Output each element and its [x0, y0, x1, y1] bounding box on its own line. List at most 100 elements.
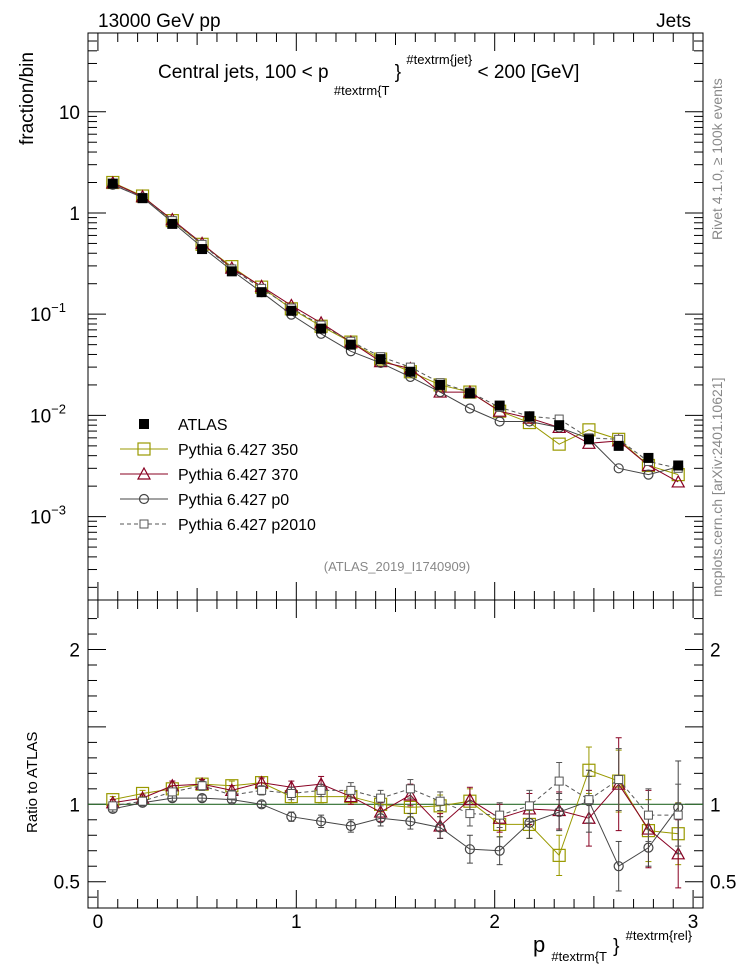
ratio-data-point: [286, 788, 296, 798]
main-series-pythia-6-427-p0: [107, 179, 684, 480]
ratio-data-point: [673, 810, 683, 820]
ratio-xtick-label: 2: [489, 912, 500, 933]
ytick-exponent: −3: [51, 503, 66, 518]
legend-label: ATLAS: [178, 417, 228, 434]
ratio-series-line: [112, 778, 679, 816]
main-data-point: [671, 474, 686, 488]
ratio-data-point: [465, 809, 475, 819]
main-ytick-label: 10: [59, 103, 80, 124]
main-series-pythia-6-427-350: [106, 175, 685, 482]
legend-marker: [138, 493, 150, 505]
main-data-point: [554, 420, 565, 431]
legend-marker: [136, 466, 152, 480]
main-data-point: [643, 469, 654, 480]
ratio-data-point: [405, 784, 415, 794]
ratio-ytick-label-right: 1: [710, 795, 721, 816]
main-data-point: [107, 178, 118, 189]
header-right: Jets: [656, 11, 691, 32]
legend-item: Pythia 6.427 p2010: [120, 517, 316, 534]
main-ytick-label: 10−2: [30, 401, 66, 427]
main-ytick-label: 10−3: [30, 503, 66, 529]
xlabel-subscript: #textrm{T: [551, 949, 607, 964]
ytick-base: 10: [30, 305, 51, 326]
legend-item: Pythia 6.427 350: [120, 442, 298, 459]
ratio-ytick-label: 2: [69, 641, 80, 662]
ratio-series-line: [112, 797, 679, 867]
ratio-xtick-label: 0: [93, 912, 104, 933]
legend-item: Pythia 6.427 p0: [120, 492, 289, 509]
title-part-a: Central jets, 100 < p: [158, 62, 329, 83]
ratio-data-point: [345, 820, 356, 832]
legend-marker: [137, 442, 151, 456]
main-data-point: [673, 460, 684, 471]
ratio-data-point: [554, 806, 565, 818]
ratio-series-line: [112, 769, 679, 857]
main-data-point: [464, 388, 475, 399]
ratio-data-point: [197, 781, 207, 791]
ratio-xtick-label: 1: [291, 912, 302, 933]
ratio-data-point: [403, 787, 418, 801]
legend: ATLAS Pythia 6.427 350 Pythia 6.427 370 Pyt…: [120, 417, 316, 534]
legend-label: Pythia 6.427 350: [178, 442, 298, 459]
legend-label: Pythia 6.427 p0: [178, 492, 289, 509]
ratio-data-point: [108, 801, 118, 811]
main-series-pythia-6-427-370: [105, 175, 686, 488]
ratio-data-point: [552, 848, 566, 862]
ratio-data-point: [346, 785, 356, 795]
main-data-point: [464, 403, 475, 414]
main-data-point: [256, 287, 267, 298]
legend-item: Pythia 6.427 370: [120, 466, 298, 484]
ratio-data-point: [554, 776, 564, 786]
xlabel-close: }: [613, 936, 619, 957]
ratio-data-point: [256, 799, 267, 810]
ytick-base: 10: [30, 508, 51, 529]
main-data-point: [405, 366, 416, 377]
ratio-data-point: [671, 846, 686, 860]
main-data-point: [613, 463, 624, 474]
ratio-ytick-label: 0.5: [54, 873, 80, 894]
main-data-point: [583, 434, 594, 445]
ratio-series-pythia-6-427-350: [106, 746, 685, 876]
main-ytick-label: 10−1: [30, 300, 66, 326]
ratio-data-point: [376, 793, 386, 803]
main-data-point: [435, 379, 446, 390]
ratio-data-point: [227, 790, 237, 800]
main-data-point: [375, 354, 386, 365]
header-left: 13000 GeV pp: [98, 11, 221, 32]
ratio-data-point: [613, 861, 624, 872]
ratio-ytick-label: 1: [69, 795, 80, 816]
analysis-watermark: (ATLAS_2019_I1740909): [324, 559, 470, 574]
main-data-point: [643, 452, 654, 463]
ratio-data-point: [405, 816, 416, 827]
ratio-data-point: [257, 785, 267, 795]
ratio-data-point: [643, 842, 654, 853]
title-subscript: #textrm{T: [334, 83, 390, 98]
main-data-point: [226, 266, 237, 277]
xlabel-main: p: [533, 932, 545, 957]
ratio-ytick-label-right: 2: [710, 641, 721, 662]
chart-title: Central jets, 100 < p #textrm{T } #textr…: [158, 48, 579, 100]
main-frame: [87, 32, 704, 601]
ytick-exponent: −1: [51, 300, 66, 315]
main-data-point: [167, 218, 178, 229]
ratio-data-point: [524, 801, 534, 811]
ratio-data-point: [435, 822, 446, 833]
legend-item: ATLAS: [139, 417, 228, 434]
main-series-atlas: [107, 178, 684, 471]
ratio-data-point: [167, 787, 177, 797]
legend-marker: [139, 519, 149, 529]
ratio-data-point: [464, 844, 475, 855]
ratio-xlabel: p #textrm{T } #textrm{rel}: [533, 928, 693, 966]
xlabel-superscript: #textrm{rel}: [626, 928, 693, 943]
main-ytick-label: 1: [69, 204, 80, 225]
ratio-data-point: [375, 813, 386, 824]
legend-marker: [139, 419, 149, 429]
main-data-point: [494, 416, 505, 427]
main-data-point: [613, 440, 624, 451]
main-data-point: [494, 400, 505, 411]
title-close: }: [395, 62, 401, 83]
ratio-data-point: [494, 845, 505, 856]
main-data-point: [316, 323, 327, 334]
